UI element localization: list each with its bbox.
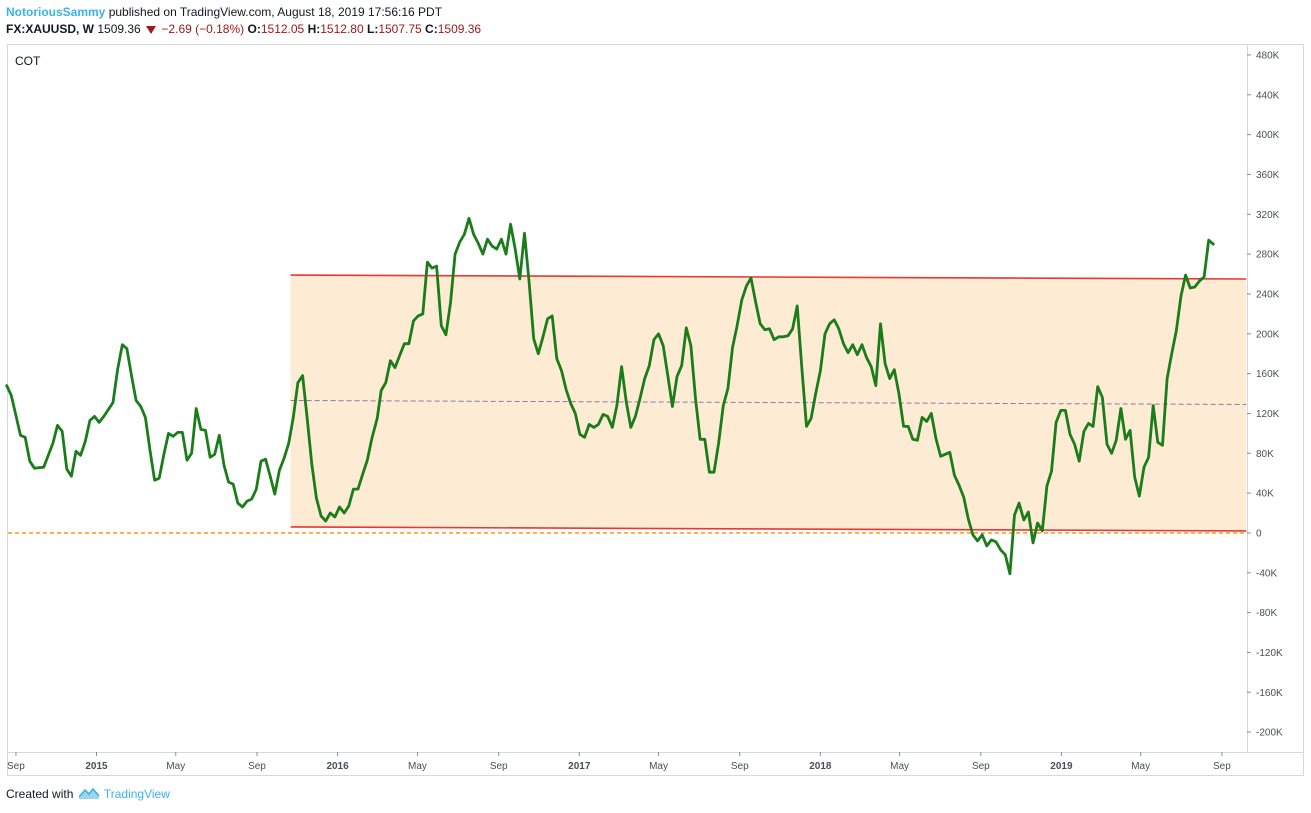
created-with-text: Created with xyxy=(6,787,74,801)
low-value: 1507.75 xyxy=(378,22,422,36)
x-tick-label: May xyxy=(166,761,185,772)
x-tick-label: May xyxy=(1131,761,1150,772)
y-tick-label: 0 xyxy=(1256,528,1262,539)
x-tick-label: 2016 xyxy=(326,761,349,772)
y-tick-label: 360K xyxy=(1256,170,1280,181)
x-tick-label: Sep xyxy=(490,761,508,772)
y-tick-label: -120K xyxy=(1256,648,1283,659)
y-tick-label: 400K xyxy=(1256,130,1280,141)
price-axis-frame xyxy=(1247,44,1304,753)
time-axis[interactable]: Sep 2015 May Sep 2016 May Sep 2017 May Sep 2018 May… xyxy=(7,752,1231,772)
down-arrow-icon xyxy=(146,25,157,34)
open-value: 1512.05 xyxy=(260,22,305,36)
x-tick-label: 2015 xyxy=(85,761,108,772)
y-tick-label: -40K xyxy=(1256,568,1277,579)
cot-series xyxy=(5,216,1215,576)
footer: Created with TradingView xyxy=(6,787,170,802)
y-tick-label: 320K xyxy=(1256,210,1280,221)
price-axis[interactable]: 480K 440K 400K 360K 320K 280K 240K 200K 160K 120K… xyxy=(1247,50,1283,739)
y-tick-label: -80K xyxy=(1256,608,1277,619)
published-text: published on TradingView.com, August 18,… xyxy=(108,5,443,19)
x-tick-label: 2018 xyxy=(809,761,832,772)
chart-header: NotoriousSammy published on TradingView.… xyxy=(6,4,481,38)
high-label: H: xyxy=(307,22,321,36)
y-tick-label: 440K xyxy=(1256,90,1280,101)
channel-bottom-line[interactable] xyxy=(290,526,1247,532)
publish-line: NotoriousSammy published on TradingView.… xyxy=(6,4,481,21)
symbol-line: FX:XAUUSD, W 1509.36 −2.69 (−0.18%) O:15… xyxy=(6,21,481,38)
close-label: C: xyxy=(425,22,438,36)
channel-top-line[interactable] xyxy=(290,274,1247,280)
channel-mid-line[interactable] xyxy=(290,399,1247,405)
x-tick-label: Sep xyxy=(7,761,25,772)
indicator-label: COT xyxy=(15,54,41,68)
y-tick-label: 40K xyxy=(1256,489,1274,500)
channel-band[interactable] xyxy=(8,274,1247,534)
low-label: L: xyxy=(366,22,379,36)
tradingview-brand-link[interactable]: TradingView xyxy=(103,787,170,801)
x-tick-label: Sep xyxy=(972,761,990,772)
channel-fill xyxy=(290,275,1247,531)
y-tick-label: 80K xyxy=(1256,449,1274,460)
x-tick-label: May xyxy=(890,761,909,772)
x-tick-label: May xyxy=(649,761,668,772)
y-tick-label: 120K xyxy=(1256,409,1280,420)
time-axis-frame xyxy=(7,752,1304,776)
y-tick-label: 200K xyxy=(1256,329,1280,340)
cot-series-line xyxy=(5,216,1215,576)
x-tick-label: Sep xyxy=(731,761,749,772)
y-tick-label: 280K xyxy=(1256,250,1280,261)
y-tick-label: 160K xyxy=(1256,369,1280,380)
high-value: 1512.80 xyxy=(320,22,364,36)
last-price: 1509.36 xyxy=(97,22,141,36)
tradingview-logo-icon xyxy=(78,787,100,802)
x-tick-label: May xyxy=(408,761,427,772)
y-tick-label: 480K xyxy=(1256,50,1280,61)
close-value: 1509.36 xyxy=(437,22,482,36)
author-link[interactable]: NotoriousSammy xyxy=(6,5,106,19)
price-change: −2.69 (−0.18%) xyxy=(161,22,245,36)
open-label: O: xyxy=(247,22,261,36)
y-tick-label: -200K xyxy=(1256,728,1283,739)
x-tick-label: Sep xyxy=(1213,761,1231,772)
symbol-name: FX:XAUUSD, W xyxy=(6,22,94,36)
y-tick-label: 240K xyxy=(1256,289,1280,300)
x-tick-label: 2019 xyxy=(1050,761,1073,772)
x-tick-label: 2017 xyxy=(568,761,591,772)
y-tick-label: -160K xyxy=(1256,688,1283,699)
x-tick-label: Sep xyxy=(248,761,266,772)
